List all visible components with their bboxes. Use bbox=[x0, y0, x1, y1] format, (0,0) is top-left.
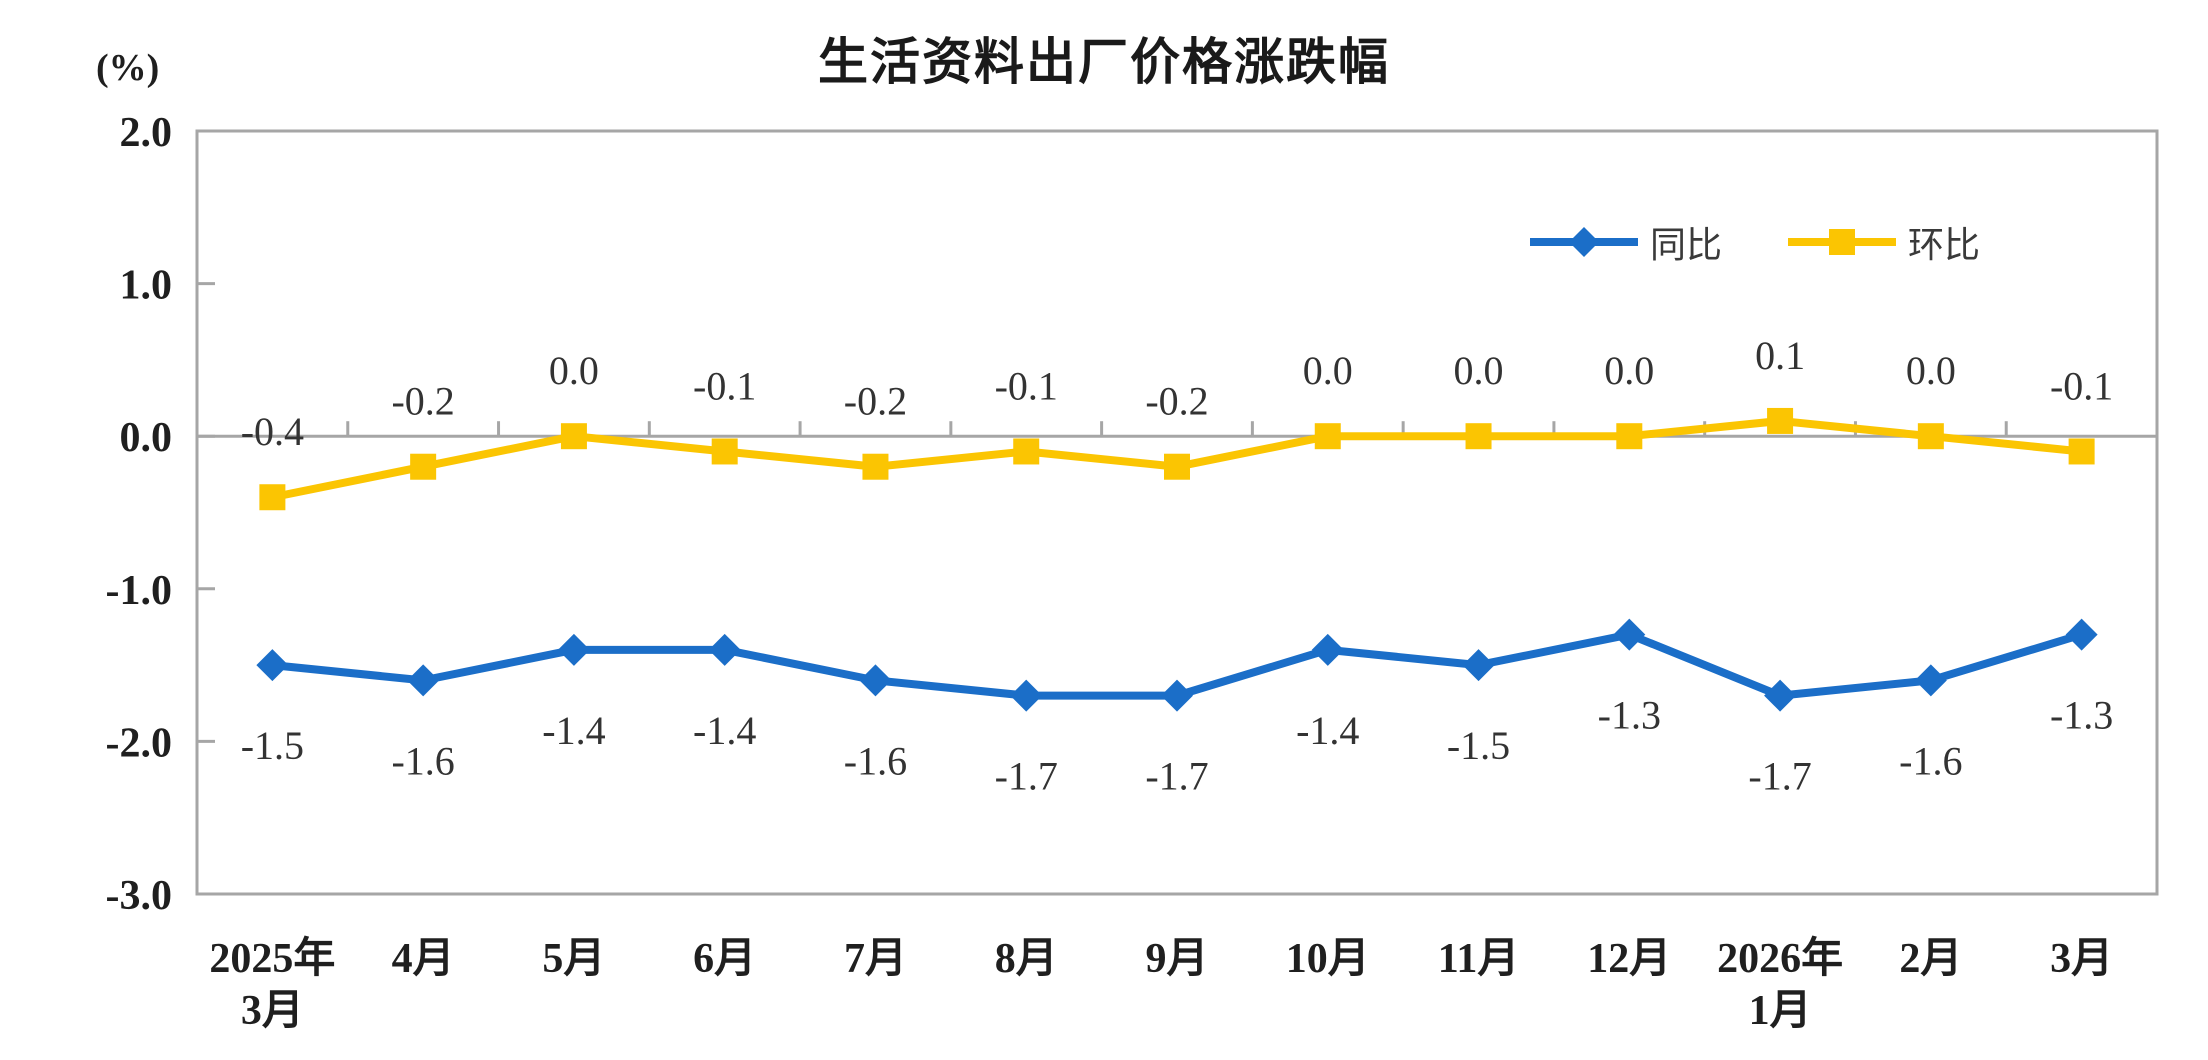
y-axis-label: 0.0 bbox=[120, 415, 173, 461]
x-axis-label: 10月 bbox=[1286, 936, 1370, 982]
chart-title: 生活资料出厂价格涨跌幅 bbox=[818, 34, 1390, 90]
data-label: -1.5 bbox=[241, 723, 304, 768]
marker-diamond-icon bbox=[1914, 664, 1947, 697]
series-同比: -1.5 -1.6 -1.4 -1.4 -1.6 -1.7 -1.7 -1.4 -1.5 -1.3… bbox=[241, 618, 2113, 799]
legend-line-diamond-icon bbox=[1530, 227, 1638, 257]
x-axis-label: 2025年 bbox=[209, 935, 335, 982]
data-label: -0.1 bbox=[995, 363, 1058, 408]
data-label: -0.4 bbox=[241, 409, 304, 454]
marker-square-icon bbox=[1013, 438, 1040, 465]
x-axis-label: 8月 bbox=[995, 936, 1058, 982]
data-label: 0.0 bbox=[1454, 348, 1504, 393]
legend: 同比 环比 bbox=[1528, 216, 1980, 268]
y-axis-label: 2.0 bbox=[120, 110, 173, 156]
marker-square-icon bbox=[1616, 423, 1643, 450]
marker-diamond-icon bbox=[1462, 649, 1495, 682]
marker-diamond-icon bbox=[2065, 618, 2098, 651]
marker-diamond-icon bbox=[1613, 618, 1646, 651]
marker-diamond-icon bbox=[407, 664, 440, 697]
legend-item-tongbi: 同比 bbox=[1528, 216, 1722, 268]
x-axis-label: 2026年 bbox=[1717, 935, 1843, 982]
data-label: -1.7 bbox=[1145, 754, 1208, 799]
data-label: -1.7 bbox=[995, 754, 1058, 799]
data-label: -1.5 bbox=[1447, 723, 1510, 768]
marker-square-icon bbox=[1465, 423, 1492, 450]
x-axis-label: 4月 bbox=[392, 936, 455, 982]
data-label: 0.0 bbox=[1303, 348, 1353, 393]
x-axis-label: 9月 bbox=[1145, 936, 1208, 982]
legend-label-huanbi: 环比 bbox=[1908, 225, 1981, 265]
data-label: -1.6 bbox=[391, 738, 454, 783]
data-label: -0.1 bbox=[2050, 363, 2113, 408]
data-label: -1.4 bbox=[1296, 708, 1359, 753]
marker-diamond-icon bbox=[859, 664, 892, 697]
marker-square-icon bbox=[259, 484, 286, 511]
legend-item-huanbi: 环比 bbox=[1786, 216, 1980, 268]
marker-square-icon bbox=[2068, 438, 2095, 465]
marker-diamond-icon bbox=[1161, 679, 1193, 712]
x-axis-label: 3月 bbox=[241, 988, 304, 1034]
marker-diamond-icon bbox=[1010, 679, 1043, 712]
marker-square-icon bbox=[862, 453, 889, 480]
data-label: -1.7 bbox=[1748, 754, 1811, 799]
x-axis-label: 7月 bbox=[844, 936, 907, 982]
legend-line-square-icon bbox=[1788, 229, 1897, 255]
marker-diamond-icon bbox=[557, 633, 590, 666]
data-label: -1.4 bbox=[693, 708, 756, 753]
x-axis-label: 12月 bbox=[1587, 936, 1671, 982]
data-label: 0.0 bbox=[1906, 348, 1956, 393]
x-axis-label: 2月 bbox=[1899, 936, 1962, 982]
data-label: -1.6 bbox=[844, 738, 907, 783]
y-axis-label: 1.0 bbox=[120, 263, 173, 309]
marker-diamond-icon bbox=[708, 633, 741, 666]
marker-diamond-icon bbox=[1764, 679, 1797, 712]
marker-square-icon bbox=[1164, 453, 1190, 480]
marker-square-icon bbox=[1767, 407, 1794, 434]
x-axis-label: 3月 bbox=[2050, 936, 2113, 982]
data-label: 0.1 bbox=[1755, 333, 1805, 378]
data-label: 0.0 bbox=[1604, 348, 1654, 393]
y-axis-label: -2.0 bbox=[106, 720, 173, 766]
data-label: -0.2 bbox=[844, 379, 907, 424]
x-axis-label: 6月 bbox=[693, 936, 756, 982]
y-axis-unit-label: (%) bbox=[96, 47, 160, 89]
legend-label-tongbi: 同比 bbox=[1650, 225, 1723, 265]
data-label: -0.2 bbox=[1145, 379, 1208, 424]
marker-square-icon bbox=[711, 438, 738, 465]
data-label: 0.0 bbox=[549, 348, 599, 393]
marker-square-icon bbox=[1314, 423, 1341, 450]
x-axis-label: 5月 bbox=[542, 936, 605, 982]
data-label: -1.3 bbox=[2050, 693, 2113, 738]
marker-diamond-icon bbox=[1311, 633, 1344, 666]
data-label: -0.2 bbox=[391, 379, 454, 424]
marker-square-icon bbox=[410, 453, 437, 480]
data-label: -1.6 bbox=[1899, 738, 1962, 783]
data-label: -0.1 bbox=[693, 363, 756, 408]
y-axis-label: -1.0 bbox=[106, 568, 173, 614]
data-label: -1.3 bbox=[1598, 693, 1661, 738]
x-axis-label: 11月 bbox=[1438, 936, 1520, 982]
x-axis-label: 1月 bbox=[1749, 988, 1812, 1034]
data-label: -1.4 bbox=[542, 708, 605, 753]
marker-square-icon bbox=[560, 423, 587, 450]
y-axis-label: -3.0 bbox=[106, 873, 173, 919]
marker-diamond-icon bbox=[256, 649, 289, 682]
series-环比: -0.4 -0.2 0.0 -0.1 -0.2 -0.1 -0.2 0.0 0.0 0.0 0.1 0… bbox=[241, 333, 2113, 511]
marker-square-icon bbox=[1917, 423, 1944, 450]
plot-border bbox=[195, 129, 2159, 896]
